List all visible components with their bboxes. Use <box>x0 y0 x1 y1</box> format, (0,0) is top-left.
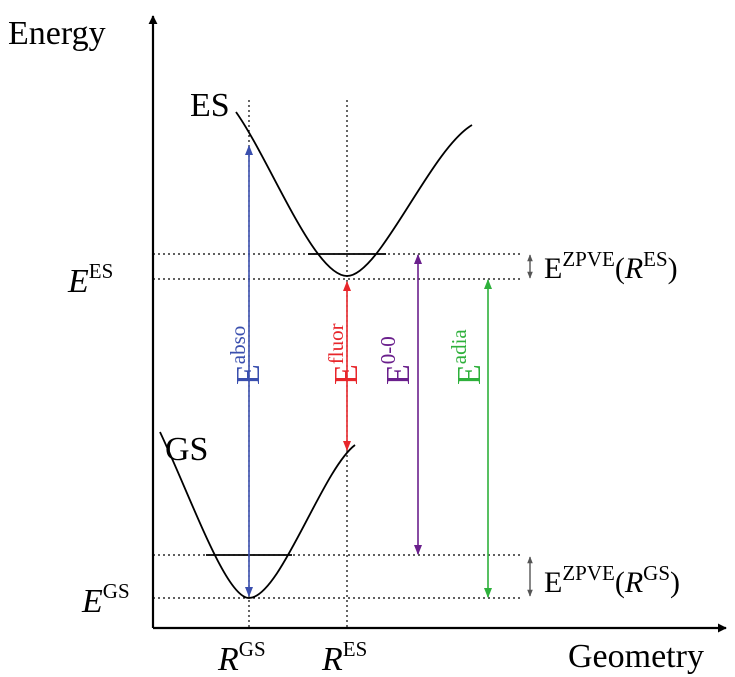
es-curve <box>235 111 473 277</box>
x-axis-label: Geometry <box>568 638 704 675</box>
e-es-label: EES <box>67 259 113 300</box>
zpve-es-label: EZPVE(RES) <box>544 247 678 285</box>
gs-curve <box>159 431 356 599</box>
zero-zero-label: E0-0 <box>376 336 417 385</box>
abso-label: Eabso <box>226 326 267 385</box>
es-label: ES <box>190 87 230 124</box>
y-axis-label: Energy <box>8 15 106 52</box>
zpve-gs-label: EZPVE(RGS) <box>544 561 680 599</box>
e-gs-label: EGS <box>81 579 130 620</box>
gs-label: GS <box>165 431 208 468</box>
adia-label: Eadia <box>447 329 488 385</box>
r-es-label: RES <box>321 637 367 677</box>
r-gs-label: RGS <box>217 637 266 677</box>
fluor-label: Efluor <box>324 323 365 385</box>
